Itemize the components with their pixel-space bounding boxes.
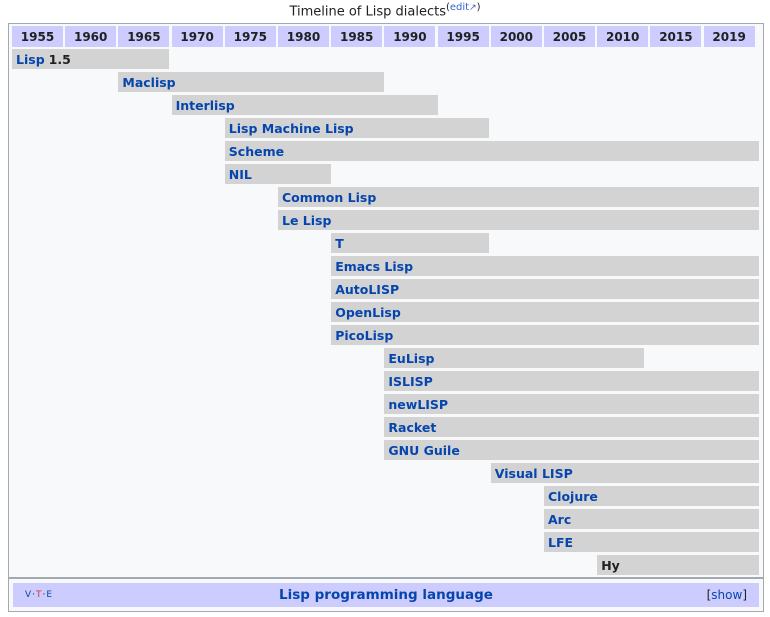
year-header-1990: 1990 xyxy=(384,26,436,47)
dialect-link[interactable]: Lisp xyxy=(16,51,45,67)
dialect-bar: EuLisp xyxy=(384,348,644,368)
year-header-2015: 2015 xyxy=(650,26,702,47)
dialect-bar: Interlisp xyxy=(171,95,438,115)
edit-link[interactable]: edit xyxy=(449,2,470,13)
dialect-link[interactable]: Scheme xyxy=(228,143,285,159)
navbox-title-link[interactable]: Lisp programming language xyxy=(279,587,493,603)
edit-template-link[interactable]: E xyxy=(46,590,54,600)
navbox: V·T·E Lisp programming language [show] xyxy=(8,578,764,612)
dialect-link[interactable]: Lisp Machine Lisp xyxy=(228,120,354,136)
dialect-link[interactable]: GNU Guile xyxy=(388,442,460,458)
dialect-bar: ISLISP xyxy=(384,371,759,391)
year-header-1985: 1985 xyxy=(331,26,383,47)
year-header-1975: 1975 xyxy=(224,26,276,47)
dialect-link[interactable]: Racket xyxy=(388,419,437,435)
dialect-link[interactable]: Arc xyxy=(548,511,572,527)
navbox-title: Lisp programming language xyxy=(13,587,759,603)
timeline-chart: 1955 1960 1965 1970 1975 1980 1985 1990 1995 2000… xyxy=(8,23,764,578)
dialect-link[interactable]: ISLISP xyxy=(388,373,433,389)
year-header-2019: 2019 xyxy=(703,26,755,47)
dialect-link[interactable]: Le Lisp xyxy=(282,212,332,228)
external-link-icon: ↗ xyxy=(469,3,477,13)
vte-links: V·T·E xyxy=(25,590,54,600)
dialect-bar: Clojure xyxy=(544,486,759,506)
dialect-bar: Hy xyxy=(597,555,759,575)
dialect-bar: LFE xyxy=(544,532,759,552)
dialect-link[interactable]: Emacs Lisp xyxy=(335,258,414,274)
navbox-header: V·T·E Lisp programming language [show] xyxy=(13,583,759,607)
year-header-1980: 1980 xyxy=(278,26,329,47)
dialect-link[interactable]: EuLisp xyxy=(388,350,435,366)
dialect-link: Hy xyxy=(601,557,620,573)
dialect-link[interactable]: AutoLISP xyxy=(335,281,400,297)
year-header-2005: 2005 xyxy=(544,26,595,47)
dialect-link[interactable]: Common Lisp xyxy=(282,189,377,205)
show-toggle-button[interactable]: show xyxy=(711,588,743,602)
dialect-bar: Lisp Machine Lisp xyxy=(224,118,489,138)
dialect-link[interactable]: NIL xyxy=(228,166,252,182)
year-header-1955: 1955 xyxy=(12,26,63,47)
dialect-bar: OpenLisp xyxy=(331,302,759,322)
dialect-bar: newLISP xyxy=(384,394,759,414)
year-header-1960: 1960 xyxy=(65,26,117,47)
dialect-link[interactable]: Interlisp xyxy=(175,97,235,113)
dialect-link[interactable]: PicoLisp xyxy=(335,327,394,343)
dialect-bar: PicoLisp xyxy=(331,325,759,345)
dialect-link[interactable]: Maclisp xyxy=(122,74,176,90)
dialect-link[interactable]: Clojure xyxy=(548,488,598,504)
dialect-bar: Visual LISP xyxy=(490,463,759,483)
dialect-bar: Racket xyxy=(384,417,759,437)
talk-template-link[interactable]: T xyxy=(36,590,43,600)
dialect-bar: T xyxy=(331,233,489,253)
timeline-caption: Timeline of Lisp dialects(edit↗) xyxy=(0,2,770,19)
year-header-2010: 2010 xyxy=(597,26,649,47)
dialect-link[interactable]: OpenLisp xyxy=(335,304,401,320)
dialect-bar: Maclisp xyxy=(118,72,385,92)
dialect-bar: Arc xyxy=(544,509,759,529)
year-header-1970: 1970 xyxy=(171,26,223,47)
navbox-toggle: [show] xyxy=(706,588,747,602)
dialect-bar: Emacs Lisp xyxy=(331,256,759,276)
dialect-bar: NIL xyxy=(224,164,332,184)
dialect-link[interactable]: LFE xyxy=(548,534,574,550)
dialect-bar: AutoLISP xyxy=(331,279,759,299)
dialect-bar: Lisp 1.5 xyxy=(12,49,170,69)
dialect-bar: Common Lisp xyxy=(278,187,759,207)
year-header-1995: 1995 xyxy=(437,26,489,47)
dialect-link[interactable]: newLISP xyxy=(388,396,449,412)
dialect-link[interactable]: Visual LISP xyxy=(494,465,573,481)
edit-link-group: (edit↗) xyxy=(445,2,481,13)
dialect-bar: GNU Guile xyxy=(384,440,759,460)
dialect-link[interactable]: T xyxy=(335,235,344,251)
view-template-link[interactable]: V xyxy=(25,590,33,600)
caption-title: Timeline of Lisp dialects xyxy=(289,4,446,20)
dialect-bar: Scheme xyxy=(224,141,759,161)
year-header-2000: 2000 xyxy=(490,26,542,47)
dialect-bar: Le Lisp xyxy=(278,210,759,230)
year-header-1965: 1965 xyxy=(118,26,170,47)
dialect-version: 1.5 xyxy=(48,51,71,67)
